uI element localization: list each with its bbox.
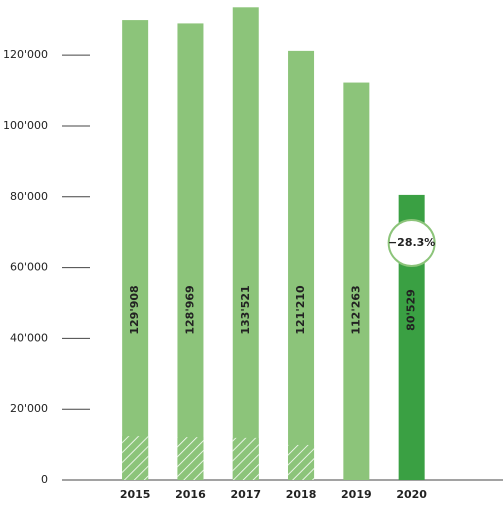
value-label: 133'521: [239, 285, 252, 334]
bar: [122, 20, 149, 480]
x-tick-label: 2017: [230, 488, 261, 501]
annotation: −28.3%: [388, 236, 435, 249]
y-tick-label: 120'000: [3, 48, 48, 61]
value-label: 121'210: [294, 285, 307, 335]
y-tick-label: 40'000: [10, 331, 48, 344]
value-label: 80'529: [405, 289, 418, 331]
bar: [177, 23, 204, 480]
x-tick-label: 2019: [341, 488, 372, 501]
value-label: 129'908: [128, 285, 141, 334]
bar: [288, 50, 315, 480]
value-label: 128'969: [183, 285, 196, 334]
hatched-segment: [288, 444, 315, 480]
x-tick-label: 2016: [175, 488, 206, 501]
y-tick-label: 80'000: [10, 190, 48, 203]
x-tick-label: 2015: [120, 488, 151, 501]
bar: [232, 7, 259, 480]
hatched-segment: [122, 436, 149, 480]
y-tick-label: 0: [41, 473, 48, 486]
bar: [343, 82, 370, 480]
annotation-circle: [387, 219, 436, 267]
hatched-segment: [177, 437, 204, 480]
value-label: 112'263: [349, 285, 362, 334]
x-tick-label: 2018: [286, 488, 317, 501]
y-tick-label: 20'000: [10, 402, 48, 415]
y-tick-label: 60'000: [10, 261, 48, 274]
y-tick-label: 100'000: [3, 119, 48, 132]
x-tick-label: 2020: [396, 488, 427, 501]
hatched-segment: [232, 437, 259, 480]
